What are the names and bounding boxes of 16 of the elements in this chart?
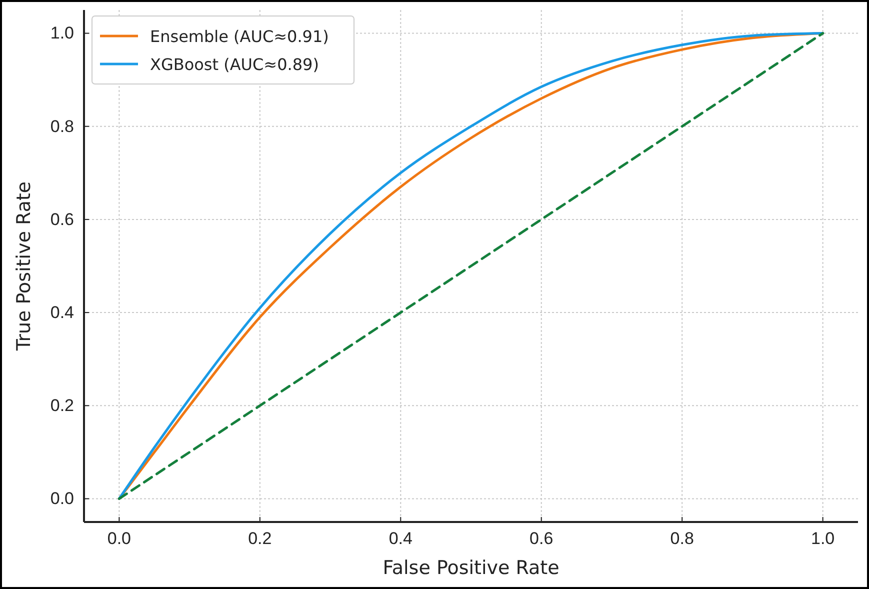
x-tick-label: 0.0: [107, 529, 131, 548]
x-tick-label: 0.6: [530, 529, 554, 548]
y-tick-label: 0.2: [50, 396, 74, 416]
legend-label: Ensemble (AUC≈0.91): [150, 27, 329, 46]
y-tick-label: 0.6: [50, 210, 74, 229]
x-tick-label: 0.8: [670, 529, 694, 548]
legend-label: XGBoost (AUC≈0.89): [150, 55, 319, 74]
y-tick-label: 1.0: [50, 24, 74, 43]
y-tick-label: 0.4: [50, 302, 74, 322]
y-tick-label: 0.0: [50, 489, 74, 508]
x-tick-label: 0.2: [248, 529, 272, 548]
y-axis-title: True Positive Rate: [13, 181, 35, 352]
x-tick-label: 0.4: [388, 529, 412, 548]
x-tick-label: 1.0: [811, 529, 835, 548]
y-tick-label: 0.8: [50, 116, 74, 136]
x-axis-title: False Positive Rate: [382, 557, 560, 579]
